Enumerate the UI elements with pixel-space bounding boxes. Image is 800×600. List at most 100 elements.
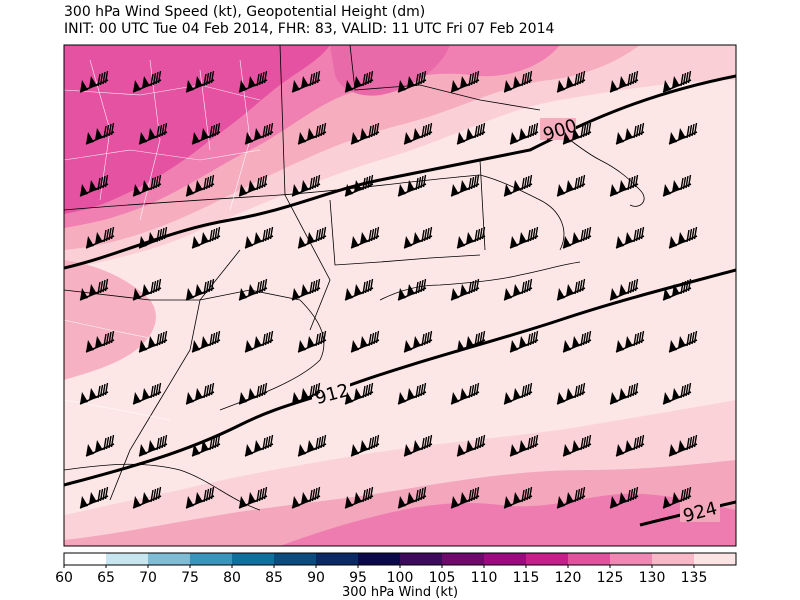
wind-barb	[397, 486, 427, 509]
wind-barb	[132, 486, 162, 509]
wind-barb	[403, 434, 433, 457]
wind-barb	[238, 278, 268, 301]
wind-barb	[503, 486, 533, 509]
wind-barb	[350, 226, 380, 249]
wind-barb	[556, 174, 586, 197]
wind-barb	[609, 174, 639, 197]
wind-barb	[191, 330, 221, 353]
wind-barb	[562, 330, 592, 353]
wind-barb	[350, 434, 380, 457]
colorbar-swatch	[442, 553, 485, 565]
wind-barb	[291, 486, 321, 509]
colorbar-swatch	[148, 553, 191, 565]
wind-barb	[450, 174, 480, 197]
wind-barb	[191, 122, 221, 145]
wind-barb	[609, 278, 639, 301]
wind-barb	[297, 434, 327, 457]
colorbar-tick-label: 110	[471, 570, 498, 586]
wind-barb	[562, 226, 592, 249]
wind-barb	[291, 382, 321, 405]
wind-fill-115-south	[280, 493, 736, 546]
wind-barb	[509, 226, 539, 249]
wind-barb	[191, 226, 221, 249]
wind-barb	[397, 70, 427, 93]
wind-barbs	[79, 70, 698, 509]
wind-barb	[79, 278, 109, 301]
wind-barb	[509, 434, 539, 457]
wind-barb	[238, 382, 268, 405]
wind-barb	[344, 70, 374, 93]
wind-barb	[450, 278, 480, 301]
wind-barb	[185, 174, 215, 197]
wind-barb	[85, 330, 115, 353]
colorbar-swatch	[64, 553, 107, 565]
wind-barb	[403, 330, 433, 353]
wind-barb	[456, 226, 486, 249]
wind-barb	[85, 122, 115, 145]
wind-barb	[138, 226, 168, 249]
wind-barb	[668, 226, 698, 249]
wind-barb	[85, 434, 115, 457]
wind-barb	[450, 486, 480, 509]
colorbar-tick-label: 85	[265, 570, 283, 586]
wind-barb	[350, 122, 380, 145]
wind-barb	[85, 226, 115, 249]
wind-barb	[556, 278, 586, 301]
wind-barb	[344, 278, 374, 301]
colorbar-tick-label: 90	[307, 570, 325, 586]
map-title: 300 hPa Wind Speed (kt), Geopotential He…	[64, 4, 426, 20]
wind-barb	[668, 122, 698, 145]
wind-barb	[456, 330, 486, 353]
wind-barb	[191, 434, 221, 457]
contour-912	[64, 268, 736, 487]
colorbar-tick-label: 125	[597, 570, 624, 586]
wind-barb	[609, 70, 639, 93]
wind-barb	[79, 382, 109, 405]
wind-barb	[562, 434, 592, 457]
colorbar-tick-label: 80	[223, 570, 241, 586]
wind-barb	[79, 174, 109, 197]
wind-barb	[668, 330, 698, 353]
wind-barb	[344, 174, 374, 197]
colorbar-swatch	[568, 553, 611, 565]
wind-barb	[138, 434, 168, 457]
wind-barb	[662, 70, 692, 93]
wind-barb	[562, 122, 592, 145]
wind-barb	[244, 330, 274, 353]
colorbar-tick-label: 120	[555, 570, 582, 586]
colorbar-swatch	[274, 553, 317, 565]
wind-barb	[397, 382, 427, 405]
wind-barb	[509, 330, 539, 353]
wind-barb	[138, 330, 168, 353]
wind-barb	[344, 382, 374, 405]
contour-label-bg-912	[312, 382, 350, 404]
contour-label-bg-924	[680, 500, 720, 522]
wind-barb	[615, 122, 645, 145]
wind-barb	[662, 486, 692, 509]
wind-barb	[403, 122, 433, 145]
wind-barb	[132, 70, 162, 93]
wind-barb	[397, 174, 427, 197]
wind-barb	[291, 174, 321, 197]
wind-barb	[185, 278, 215, 301]
wind-barb	[503, 70, 533, 93]
wind-barb	[244, 434, 274, 457]
wind-barb	[397, 278, 427, 301]
wind-barb	[662, 382, 692, 405]
wind-barb	[297, 226, 327, 249]
wind-barb	[509, 122, 539, 145]
wind-barb	[185, 486, 215, 509]
colorbar-swatch	[358, 553, 401, 565]
colorbar-tick-label: 95	[349, 570, 367, 586]
wind-barb	[79, 70, 109, 93]
wind-barb	[662, 278, 692, 301]
wind-barb	[556, 70, 586, 93]
wind-barb	[450, 382, 480, 405]
wind-barb	[503, 382, 533, 405]
map-subtitle: INIT: 00 UTC Tue 04 Feb 2014, FHR: 83, V…	[64, 21, 555, 37]
wind-barb	[450, 70, 480, 93]
wind-barb	[503, 174, 533, 197]
wind-barb	[556, 382, 586, 405]
wind-barb	[609, 486, 639, 509]
